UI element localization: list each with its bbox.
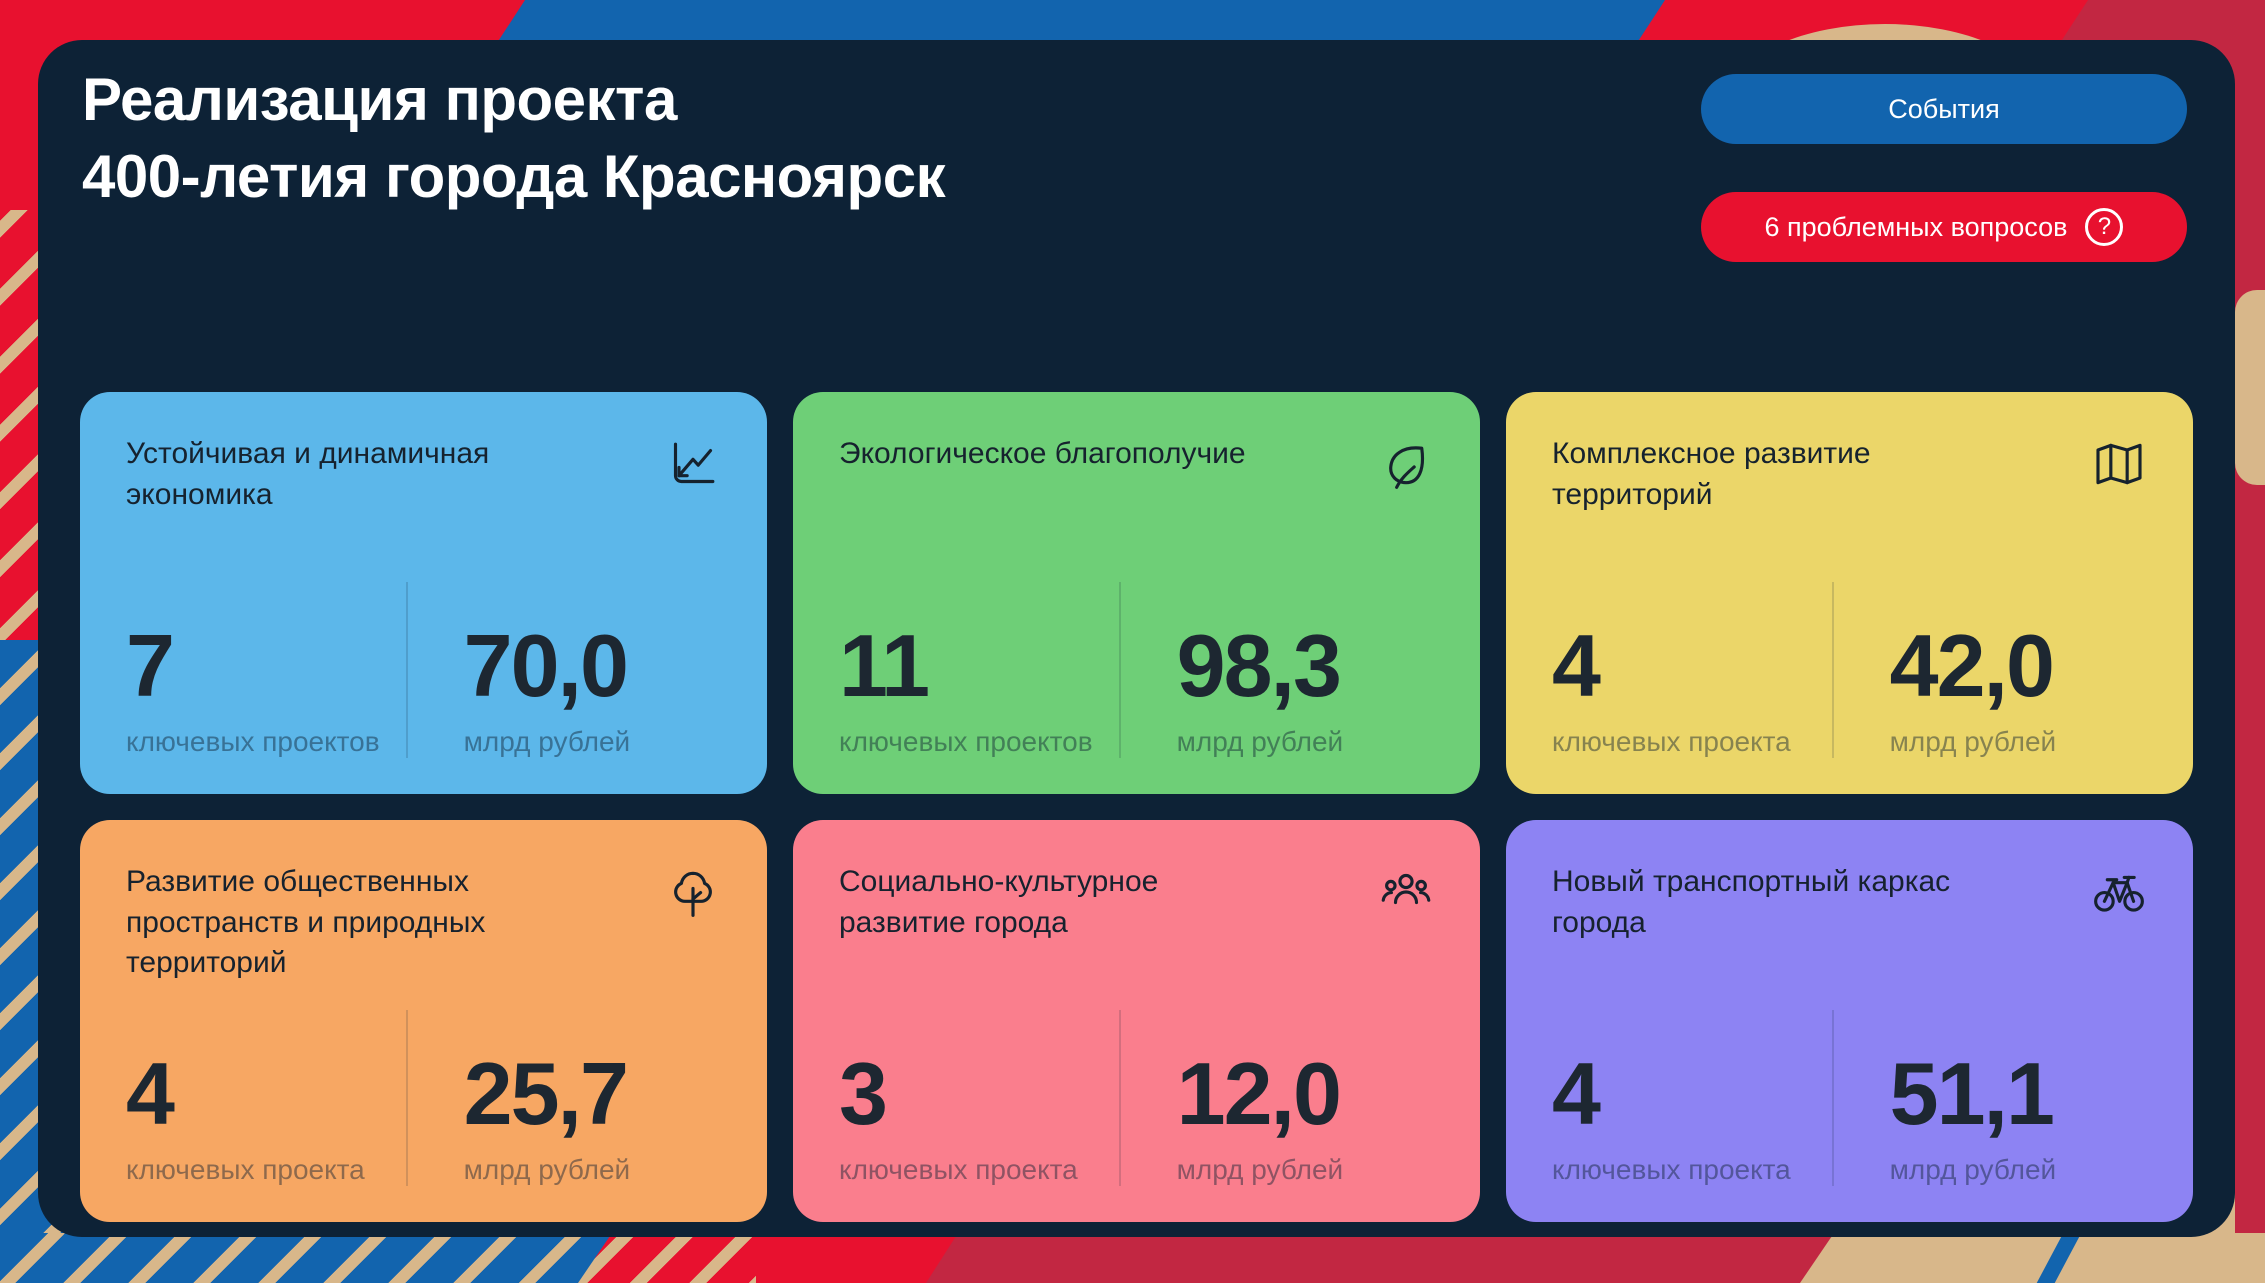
map-icon: [2091, 436, 2147, 497]
card-economy[interactable]: Устойчивая и динамичная экономика 7 ключ…: [80, 392, 767, 794]
bicycle-icon: [2091, 864, 2147, 925]
projects-value: 4: [126, 1044, 175, 1144]
page-title-line1: Реализация проекта: [82, 66, 677, 133]
budget-stat: 51,1 млрд рублей: [1834, 1010, 2147, 1186]
issues-button[interactable]: 6 проблемных вопросов ?: [1701, 192, 2187, 262]
budget-label: млрд рублей: [463, 1154, 631, 1185]
projects-stat: 7 ключевых проектов: [126, 582, 406, 758]
projects-value: 4: [1552, 616, 1601, 716]
card-stats: 4 ключевых проекта 42,0 млрд рублей: [1552, 582, 2147, 758]
card-head: Социально-культурное развитие города: [839, 862, 1434, 943]
stat-divider: [1118, 1010, 1121, 1186]
card-transport[interactable]: Новый транспортный каркас города: [1506, 820, 2193, 1222]
frame-top-crimson-band: [2058, 0, 2265, 46]
projects-label: ключевых проекта: [126, 1154, 365, 1185]
card-stats: 3 ключевых проекта 12,0 млрд рублей: [839, 1010, 1434, 1186]
frame-left-blue-stripes: [0, 640, 40, 1283]
card-title: Устойчивая и динамичная экономика: [126, 437, 490, 511]
card-social-culture[interactable]: Социально-культурное развитие города: [793, 820, 1480, 1222]
budget-stat: 98,3 млрд рублей: [1121, 582, 1434, 758]
projects-value: 3: [839, 1044, 888, 1144]
card-head: Комплексное развитие территорий: [1552, 434, 2147, 515]
frame-top-red-band: [0, 0, 525, 46]
card-title: Социально-культурное развитие города: [839, 865, 1159, 939]
stat-divider: [405, 1010, 408, 1186]
budget-label: млрд рублей: [1176, 726, 1344, 757]
card-title: Комплексное развитие территорий: [1552, 437, 1871, 511]
budget-label: млрд рублей: [1889, 1154, 2057, 1185]
page-title: Реализация проекта 400-летия города Крас…: [82, 62, 946, 216]
budget-value: 42,0: [1889, 616, 2055, 716]
budget-value: 70,0: [463, 616, 629, 716]
issues-button-label: 6 проблемных вопросов: [1764, 211, 2068, 242]
projects-label: ключевых проектов: [126, 726, 380, 757]
card-title: Экологическое благополучие: [839, 437, 1246, 470]
card-head: Развитие общественных пространств и прир…: [126, 862, 721, 984]
frame-left-red-band: [0, 0, 40, 210]
budget-stat: 42,0 млрд рублей: [1834, 582, 2147, 758]
tree-icon: [665, 864, 721, 925]
frame-left-red-stripes: [0, 170, 40, 650]
events-button[interactable]: События: [1701, 74, 2187, 144]
budget-label: млрд рублей: [463, 726, 631, 757]
main-panel: Реализация проекта 400-летия города Крас…: [38, 40, 2235, 1237]
card-stats: 4 ключевых проекта 25,7 млрд рублей: [126, 1010, 721, 1186]
frame-right-crimson-band: [2235, 40, 2265, 1233]
card-territories[interactable]: Комплексное развитие территорий 4 ключев…: [1506, 392, 2193, 794]
frame-bottom-red-band: [756, 1233, 956, 1283]
budget-stat: 12,0 млрд рублей: [1121, 1010, 1434, 1186]
budget-value: 25,7: [463, 1044, 629, 1144]
card-stats: 11 ключевых проектов 98,3 млрд рублей: [839, 582, 1434, 758]
projects-stat: 4 ключевых проекта: [1552, 1010, 1832, 1186]
budget-value: 12,0: [1176, 1044, 1342, 1144]
budget-label: млрд рублей: [1889, 726, 2057, 757]
cards-grid: Устойчивая и динамичная экономика 7 ключ…: [80, 392, 2193, 1222]
card-head: Устойчивая и динамичная экономика: [126, 434, 721, 515]
projects-label: ключевых проекта: [1552, 1154, 1791, 1185]
card-public-spaces[interactable]: Развитие общественных пространств и прир…: [80, 820, 767, 1222]
frame-bottom-crimson-band: [926, 1233, 1831, 1283]
header-buttons: События 6 проблемных вопросов ?: [1701, 74, 2187, 262]
projects-value: 7: [126, 616, 175, 716]
projects-label: ключевых проекта: [839, 1154, 1078, 1185]
card-stats: 7 ключевых проектов 70,0 млрд рублей: [126, 582, 721, 758]
stat-divider: [405, 582, 408, 758]
card-title: Новый транспортный каркас города: [1552, 865, 1951, 939]
frame-right-tan-arc: [2235, 290, 2265, 485]
projects-value: 11: [839, 616, 930, 716]
frame-top-blue-band: [480, 0, 1665, 46]
frame-bottom-blue-stripes: [0, 1233, 620, 1283]
frame-bottom-red-stripes: [578, 1233, 778, 1283]
card-stats: 4 ключевых проекта 51,1 млрд рублей: [1552, 1010, 2147, 1186]
card-title: Развитие общественных пространств и прир…: [126, 865, 486, 979]
stat-divider: [1118, 582, 1121, 758]
chart-line-icon: [665, 436, 721, 497]
frame-bottom-tan-band: [1800, 1233, 2265, 1283]
card-head: Экологическое благополучие: [839, 434, 1434, 497]
projects-label: ключевых проектов: [839, 726, 1093, 757]
events-button-label: События: [1888, 93, 2000, 124]
budget-stat: 70,0 млрд рублей: [408, 582, 721, 758]
budget-label: млрд рублей: [1176, 1154, 1344, 1185]
leaf-icon: [1378, 436, 1434, 497]
question-mark-circle-icon: ?: [2085, 208, 2124, 246]
projects-label: ключевых проекта: [1552, 726, 1791, 757]
projects-stat: 3 ключевых проекта: [839, 1010, 1119, 1186]
projects-stat: 11 ключевых проектов: [839, 582, 1119, 758]
budget-value: 51,1: [1889, 1044, 2055, 1144]
stat-divider: [1831, 1010, 1834, 1186]
projects-stat: 4 ключевых проекта: [126, 1010, 406, 1186]
projects-value: 4: [1552, 1044, 1601, 1144]
page-title-line2: 400-летия города Красноярск: [82, 142, 946, 210]
people-icon: [1378, 864, 1434, 925]
stat-divider: [1831, 582, 1834, 758]
projects-stat: 4 ключевых проекта: [1552, 582, 1832, 758]
card-head: Новый транспортный каркас города: [1552, 862, 2147, 943]
budget-stat: 25,7 млрд рублей: [408, 1010, 721, 1186]
card-ecology[interactable]: Экологическое благополучие 11 ключевых п…: [793, 392, 1480, 794]
budget-value: 98,3: [1176, 616, 1342, 716]
